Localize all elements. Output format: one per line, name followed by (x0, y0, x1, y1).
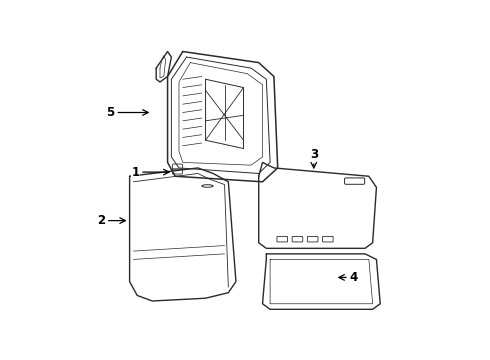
Text: 2: 2 (97, 214, 125, 227)
Text: 3: 3 (310, 148, 318, 168)
Text: 1: 1 (131, 166, 169, 179)
Text: 4: 4 (339, 271, 358, 284)
Text: 5: 5 (106, 106, 148, 119)
